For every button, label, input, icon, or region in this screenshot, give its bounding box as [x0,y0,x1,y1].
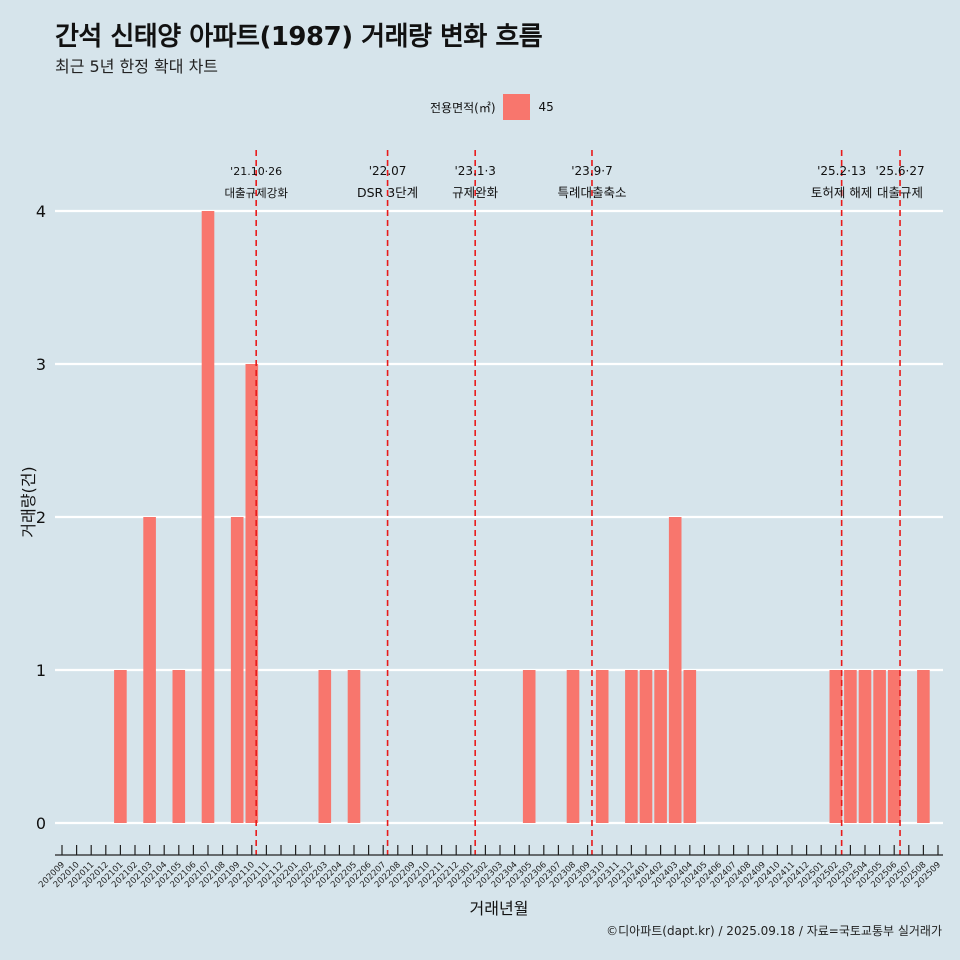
event-name-label: 규제완화 [452,185,499,200]
bar-202403 [668,517,682,823]
y-axis-title: 거래량(건) [19,466,38,537]
bar-202103 [143,517,156,823]
bar-202203 [318,670,332,823]
bar-202312 [625,670,638,823]
bar-202401 [639,670,653,823]
bar-202502 [829,670,843,823]
chart-title: 간석 신태양 아파트(1987) 거래량 변화 흐름 [55,22,543,52]
event-date-label: '25.6·27 [875,164,924,178]
event-date-label: '22.07 [369,164,407,178]
bar-202109 [230,517,244,823]
event-name-label: DSR 3단계 [357,185,418,200]
y-tick-label: 4 [36,202,46,221]
y-tick-label: 0 [36,814,46,833]
bar-202101 [114,670,127,823]
bar-202110 [245,364,259,823]
legend-entry-label: 45 [538,100,554,114]
bar-202504 [858,670,872,823]
bar-202308 [566,670,580,823]
bar-202503 [844,670,857,823]
event-date-label: '25.2·13 [817,164,866,178]
y-tick-label: 3 [36,355,46,374]
bar-202310 [595,670,609,823]
event-name-label: 대출규제 [877,185,923,200]
event-name-label: 특례대출축소 [557,185,626,200]
event-name-label: 토허제 해제 [811,185,872,200]
bar-202305 [522,670,536,823]
y-tick-label: 2 [36,508,46,527]
bar-202505 [873,670,886,823]
event-date-label: '23.9·7 [571,164,612,178]
legend-title: 전용면적(㎡) [430,100,496,115]
event-date-label: '23.1·3 [454,164,495,178]
legend-color-key [502,94,530,120]
y-tick-label: 1 [36,661,46,680]
bar-202506 [887,670,901,823]
chart-subtitle: 최근 5년 한정 확대 차트 [55,57,219,76]
bar-202404 [683,670,697,823]
bar-202105 [172,670,186,823]
bar-202508 [917,670,930,823]
source-caption: ©디아파트(dapt.kr) / 2025.09.18 / 자료=국토교통부 실… [606,924,942,938]
bar-202205 [347,670,361,823]
event-date-label: '21.10·26 [230,165,282,178]
bar-202107 [201,211,215,823]
x-axis-title: 거래년월 [470,899,529,918]
legend: 전용면적(㎡) 45 [430,94,554,120]
event-name-label: 대출규제강화 [224,186,288,200]
bar-202402 [654,670,667,823]
